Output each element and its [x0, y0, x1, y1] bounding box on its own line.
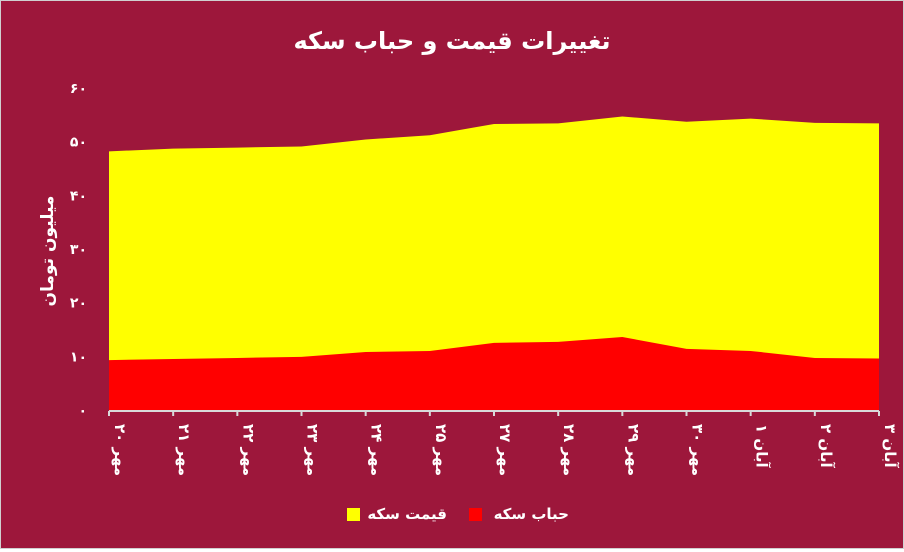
- x-tick-label: ۳ آبان: [881, 424, 899, 468]
- x-tick-label: ۲۷ مهر: [496, 424, 514, 476]
- x-tick-label: ۲۳ مهر: [304, 424, 322, 476]
- legend-label: حباب سکه: [494, 505, 569, 523]
- x-tick-label: ۲ آبان: [817, 424, 835, 468]
- chart-title: تغییرات قیمت و حباب سکه: [293, 27, 610, 55]
- x-tick-label: ۲۲ مهر: [239, 424, 257, 476]
- y-tick-label: ۴۰: [70, 188, 87, 204]
- x-tick-label: ۲۹ مهر: [624, 424, 642, 476]
- legend-label: قیمت سکه: [367, 505, 447, 523]
- x-tick-label: ۲۵ مهر: [432, 424, 450, 476]
- y-tick-label: ۰: [78, 403, 87, 419]
- x-tick-label: ۲۱ مهر: [175, 424, 193, 476]
- y-axis-label: میلیون تومان: [38, 196, 58, 307]
- x-tick-label: ۱ آبان: [753, 424, 771, 468]
- y-tick-label: ۵۰: [70, 135, 87, 151]
- x-tick-label: ۳۰ مهر: [689, 424, 707, 476]
- y-tick-label: ۳۰: [70, 242, 87, 258]
- legend-swatch: [469, 508, 482, 521]
- y-tick-label: ۲۰: [70, 296, 87, 312]
- x-tick-label: ۲۸ مهر: [560, 424, 578, 476]
- x-tick-label: ۲۰ مهر: [111, 424, 129, 476]
- legend-swatch: [347, 508, 360, 521]
- y-tick-label: ۱۰: [70, 349, 87, 365]
- y-tick-label: ۶۰: [70, 81, 87, 97]
- x-tick-label: ۲۴ مهر: [368, 424, 386, 476]
